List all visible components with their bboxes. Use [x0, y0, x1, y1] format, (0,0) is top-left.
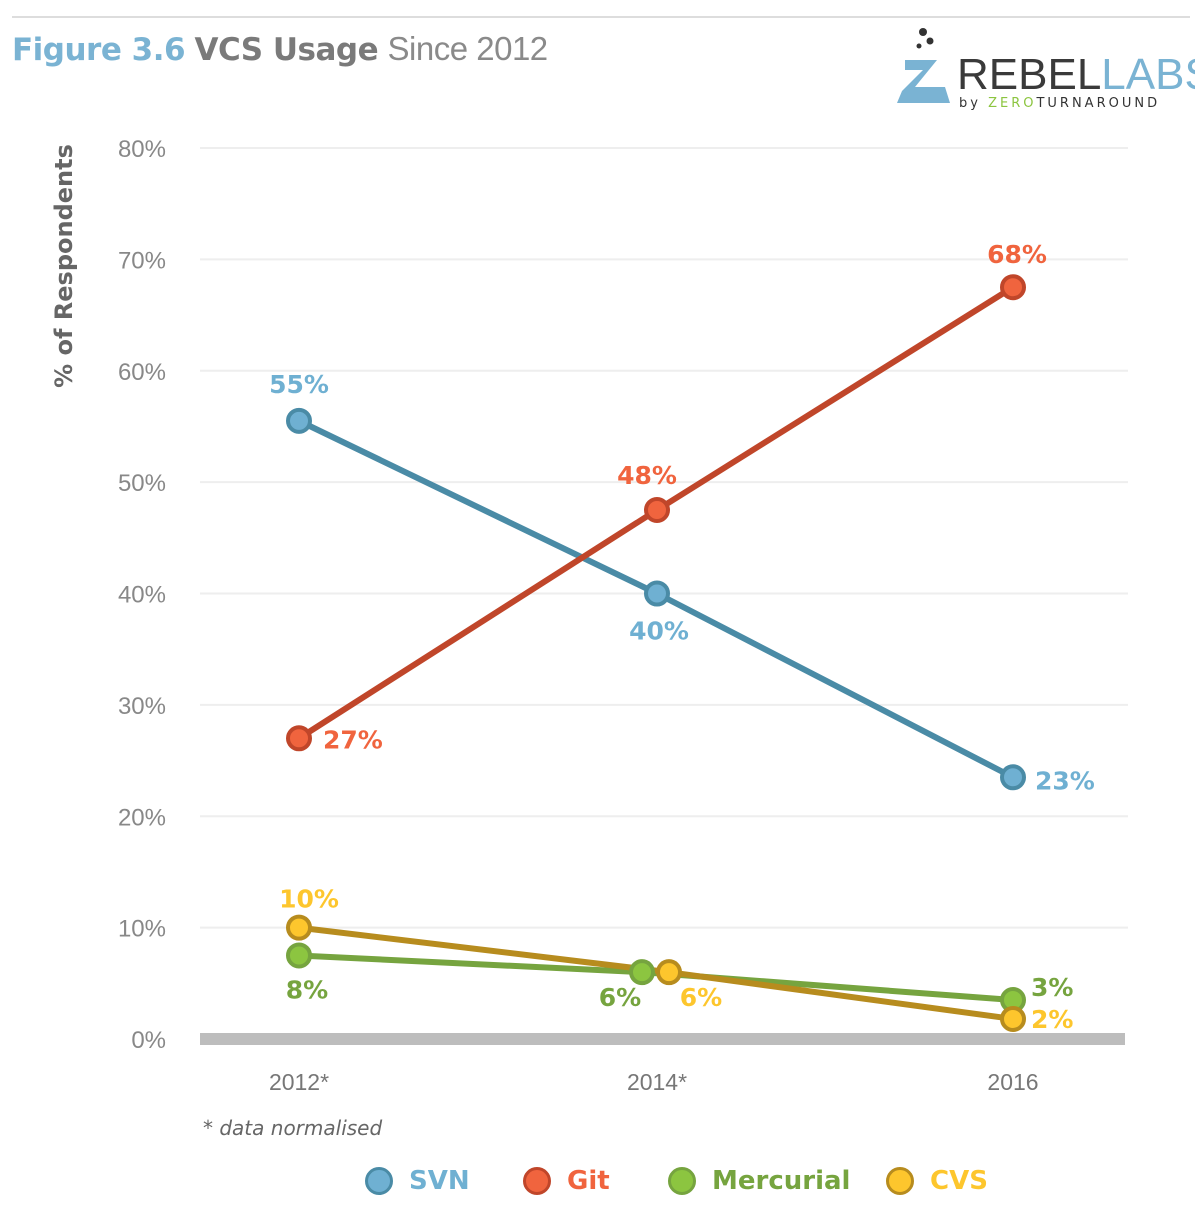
- data-point-mercurial: [629, 959, 655, 986]
- data-point-cvs: [286, 914, 312, 941]
- chart-title: Figure 3.6 VCS Usage Since 2012: [12, 30, 548, 68]
- legend-item-svn: SVN: [365, 1166, 470, 1196]
- data-label-mercurial: 6%: [599, 983, 641, 1012]
- data-label-git: 68%: [987, 240, 1047, 269]
- y-tick-label: 60%: [118, 359, 166, 386]
- svg-text:by ZEROTURNAROUND: by ZEROTURNAROUND: [959, 96, 1160, 111]
- title-main: VCS Usage: [194, 32, 379, 68]
- legend-marker: [668, 1167, 696, 1195]
- data-label-svn: 40%: [629, 617, 689, 646]
- legend-label: Git: [567, 1166, 610, 1196]
- data-label-cvs: 10%: [279, 885, 339, 914]
- svg-text:REBELLABS: REBELLABS: [957, 50, 1195, 99]
- y-tick-label: 70%: [118, 247, 166, 274]
- data-label-mercurial: 8%: [286, 975, 328, 1004]
- footnote: * data normalised: [203, 1116, 383, 1140]
- legend-label: SVN: [409, 1166, 470, 1196]
- data-label-cvs: 6%: [680, 983, 722, 1012]
- legend-marker: [523, 1167, 551, 1195]
- legend-item-git: Git: [523, 1166, 610, 1196]
- data-label-svn: 55%: [269, 370, 329, 399]
- legend-label: Mercurial: [712, 1166, 851, 1196]
- rebellabs-logo: REBELLABS by ZEROTURNAROUND: [897, 28, 1195, 111]
- x-tick-label: 2016: [987, 1069, 1038, 1095]
- x-tick-label: 2012*: [269, 1069, 329, 1095]
- y-tick-label: 40%: [118, 582, 166, 609]
- data-point-svn: [644, 580, 670, 607]
- legend-item-mercurial: Mercurial: [668, 1166, 850, 1196]
- series-line-cvs: [298, 924, 1014, 1022]
- y-tick-label: 20%: [118, 804, 166, 831]
- y-tick-label: 0%: [131, 1027, 166, 1054]
- y-tick-label: 80%: [118, 136, 166, 163]
- legend-label: CVS: [930, 1166, 988, 1196]
- legend-marker: [886, 1167, 914, 1195]
- data-point-mercurial: [286, 942, 312, 969]
- data-point-git: [1000, 274, 1026, 301]
- data-label-cvs: 2%: [1031, 1005, 1073, 1034]
- data-label-git: 27%: [323, 725, 383, 754]
- data-label-mercurial: 3%: [1031, 973, 1073, 1002]
- legend-marker: [365, 1167, 393, 1195]
- legend-item-cvs: CVS: [886, 1166, 988, 1196]
- y-tick-label: 30%: [118, 693, 166, 720]
- data-point-git: [644, 496, 670, 523]
- data-point-cvs: [656, 959, 682, 986]
- data-point-git: [286, 725, 312, 752]
- x-tick-label: 2014*: [627, 1069, 687, 1095]
- y-axis-label: % of Respondents: [50, 144, 78, 388]
- data-label-git: 48%: [617, 461, 677, 490]
- x-axis-baseline: [200, 1033, 1125, 1045]
- y-tick-label: 50%: [118, 470, 166, 497]
- data-point-svn: [286, 407, 312, 434]
- series-line-mercurial: [298, 952, 1014, 1004]
- figure-number: Figure 3.6: [12, 32, 186, 68]
- y-tick-label: 10%: [118, 916, 166, 943]
- data-point-svn: [1000, 764, 1026, 791]
- data-label-svn: 23%: [1035, 766, 1095, 795]
- top-rule: [12, 16, 1190, 18]
- title-sub: Since 2012: [387, 30, 549, 67]
- data-point-cvs: [1000, 1005, 1026, 1032]
